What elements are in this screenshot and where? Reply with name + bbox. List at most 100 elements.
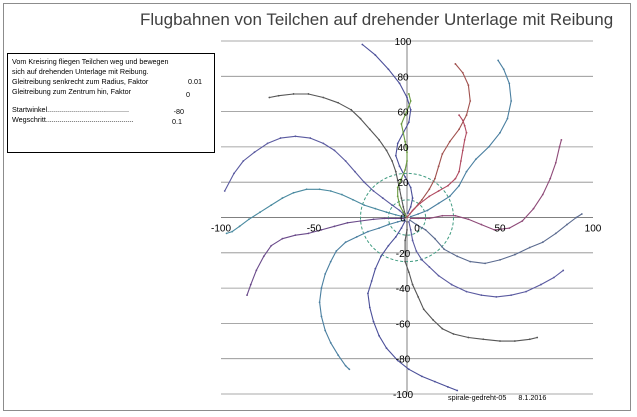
trajectory-point: [367, 230, 369, 233]
y-tick-label: 100: [395, 37, 412, 48]
trajectory-point: [528, 246, 531, 249]
trajectory-point: [420, 258, 423, 261]
trajectory-point: [406, 96, 408, 99]
trajectory-point: [428, 188, 431, 191]
trajectory-point: [381, 197, 384, 199]
trajectory-point: [320, 287, 323, 289]
trajectory-point: [465, 114, 468, 117]
trajectory-point: [419, 202, 421, 205]
wegschritt-value: 0.1: [172, 117, 182, 126]
trajectory-point: [484, 262, 487, 265]
trajectory-point: [411, 283, 414, 286]
trajectory-point: [352, 198, 354, 201]
trajectory-point: [428, 266, 431, 268]
trajectory-13: [269, 93, 406, 215]
trajectory-point: [372, 190, 375, 192]
trajectory-point: [350, 108, 353, 111]
trajectory-point: [233, 172, 235, 175]
trajectory-point: [409, 228, 412, 231]
trajectory-point: [461, 71, 464, 74]
trajectory-point: [463, 124, 466, 127]
trajectory-point: [499, 340, 501, 342]
trajectory-point: [307, 232, 310, 235]
trajectory-point: [378, 227, 380, 229]
y-tick-label: -40: [396, 284, 411, 295]
trajectory-point: [346, 221, 349, 224]
x-tick-label: -50: [307, 224, 322, 235]
trajectory-point: [448, 140, 451, 143]
reference-circle: [387, 199, 427, 236]
trajectory-point: [259, 211, 261, 214]
trajectory-point: [560, 138, 563, 141]
trajectory-point: [580, 213, 583, 215]
trajectory-point: [344, 241, 347, 244]
trajectory-point: [318, 301, 321, 304]
trajectory-point: [499, 258, 501, 261]
y-tick-label: 20: [397, 178, 409, 189]
trajectory-point: [363, 204, 366, 207]
trajectory-point: [387, 68, 390, 71]
trajectory-point: [480, 223, 483, 226]
trajectory-point: [355, 236, 358, 238]
trajectory-point: [493, 228, 496, 231]
trajectory-point: [402, 211, 405, 214]
info-line-3: Gleitreibung senkrecht zum Radius, Fakto…: [12, 77, 210, 87]
trajectory-9: [319, 219, 405, 370]
trajectory-point: [391, 204, 394, 207]
trajectory-point: [406, 160, 408, 162]
trajectory-point: [329, 341, 332, 344]
x-tick-label: 100: [585, 224, 602, 235]
info-line-4: Gleitreibung zum Zentrum hin, Faktor 0: [12, 87, 210, 99]
trajectory-point: [411, 197, 414, 199]
trajectory-point: [409, 186, 412, 189]
trajectory-point: [320, 228, 323, 231]
trajectory-point: [292, 93, 295, 95]
trajectory-point: [262, 255, 265, 258]
trajectory-point: [465, 290, 468, 293]
trajectory-point: [396, 142, 399, 145]
friction-center-label: Gleitreibung zum Zentrum hin, Faktor: [12, 87, 132, 96]
trajectory-point: [452, 333, 455, 335]
trajectory-point: [510, 100, 513, 102]
trajectory-point: [344, 364, 347, 367]
trajectory-point: [510, 294, 513, 297]
trajectory-point: [398, 82, 401, 85]
trajectory-point: [344, 160, 347, 162]
trajectory-point: [398, 165, 401, 168]
trajectory-point: [450, 283, 453, 286]
trajectory-point: [281, 237, 284, 240]
trajectory-point: [277, 94, 280, 97]
trajectory-point: [553, 276, 555, 279]
trajectory-point: [402, 215, 405, 218]
trajectory-point: [562, 269, 565, 272]
trajectory-point: [396, 179, 399, 182]
trajectory-point: [487, 146, 490, 148]
trajectory-point: [394, 236, 397, 238]
trajectory-point: [378, 334, 380, 337]
trajectory-point: [499, 131, 501, 134]
trajectory-point: [441, 153, 444, 155]
trajectory-point: [521, 220, 524, 222]
trajectory-point: [406, 228, 408, 231]
trajectory-point: [398, 204, 401, 207]
trajectory-point: [242, 160, 245, 162]
trajectory-point: [415, 250, 418, 252]
trajectory-point: [348, 368, 351, 371]
trajectory-point: [374, 267, 377, 270]
trajectory-point: [231, 230, 234, 233]
trajectory-point: [417, 217, 420, 220]
trajectory-point: [404, 239, 407, 242]
trajectory-point: [404, 140, 407, 143]
trajectory-point: [454, 177, 457, 180]
trajectory-point: [361, 43, 364, 46]
info-line-1: Vom Kreisring fliegen Teilchen weg und b…: [12, 57, 169, 66]
trajectory-point: [403, 219, 406, 222]
trajectory-point: [337, 354, 340, 357]
trajectory-point: [437, 190, 440, 192]
trajectory-point: [415, 223, 418, 226]
y-tick-label: -20: [396, 249, 411, 260]
trajectory-point: [385, 347, 388, 350]
trajectory-point: [480, 294, 483, 297]
info-wegschritt: Wegschritt..............................…: [12, 115, 210, 126]
trajectory-point: [407, 271, 410, 274]
